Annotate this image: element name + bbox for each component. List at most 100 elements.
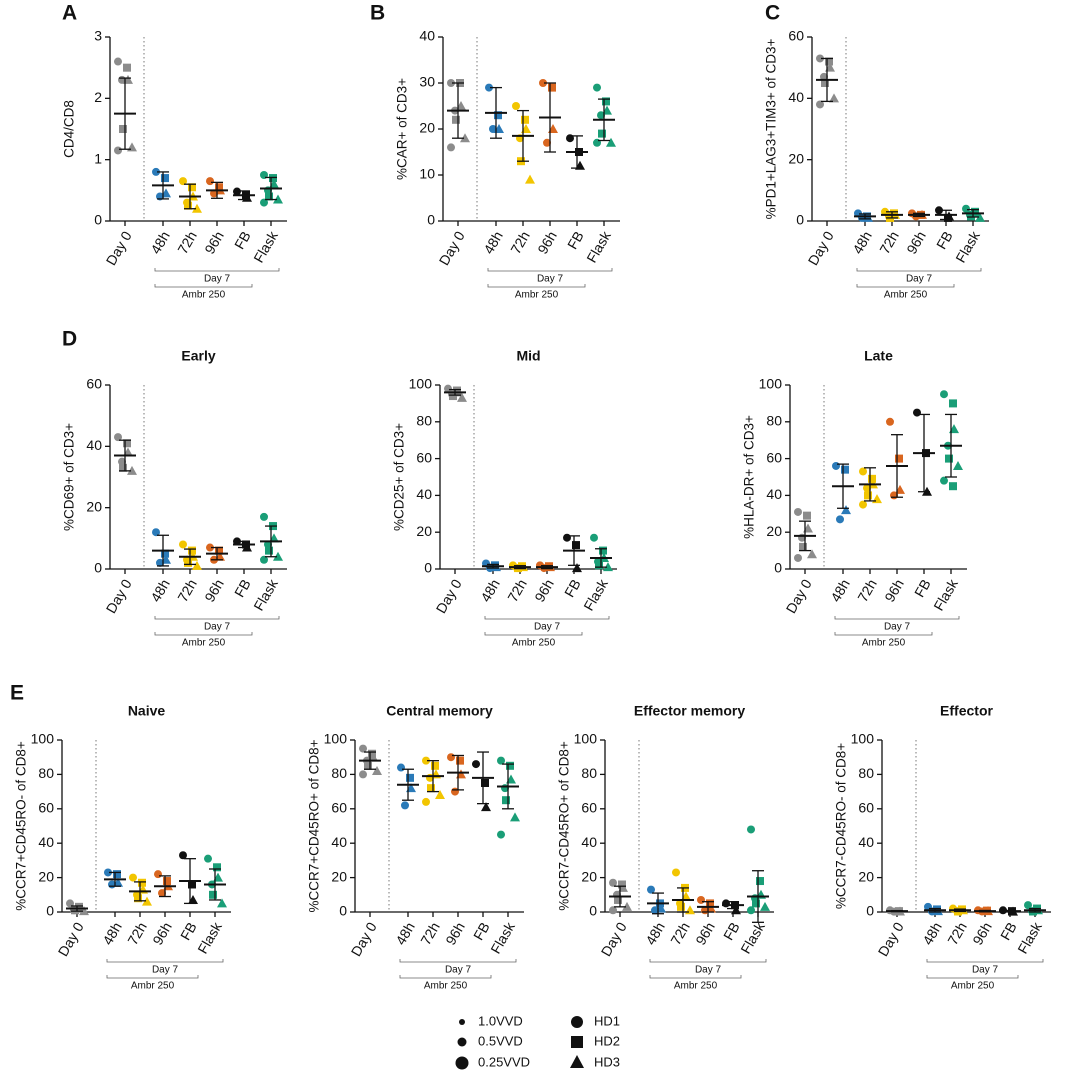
x-tick-label: Flask [583,227,614,265]
data-point [747,825,755,834]
x-tick-label: 48h [642,919,668,947]
data-point [820,72,828,81]
x-tick-label: 96h [442,919,468,947]
y-tick-label: 100 [574,731,598,747]
data-point [359,770,367,779]
data-point [217,898,227,908]
bracket [154,284,253,288]
chart-title: Early [181,348,215,364]
chart-title: Naive [128,703,166,719]
x-tick-label: 48h [392,919,418,947]
data-point [129,873,137,882]
x-tick-label: 72h [124,919,150,947]
legend-size-large [455,1056,469,1070]
chart-title: Mid [516,348,540,364]
x-tick-label: 72h [507,228,533,256]
bracket [926,959,1044,963]
y-tick-label: 40 [858,834,874,850]
x-tick-label: Flask [1014,918,1045,956]
bracket [106,959,224,963]
y-tick-label: 100 [31,731,55,747]
x-tick-label: 72h [944,919,970,947]
chart-title: Effector [940,703,993,719]
data-point [71,906,79,915]
data-point [179,177,187,186]
x-tick-label: 72h [876,228,902,256]
data-point [114,146,122,155]
legend-shape-square [571,1036,583,1048]
data-point [79,906,89,916]
y-tick-label: 80 [416,413,432,429]
data-point [940,476,948,485]
data-point [161,549,169,558]
data-point [152,528,160,537]
data-point [1024,901,1032,910]
x-tick-label: 48h [827,576,853,604]
bracket [484,616,610,620]
x-tick-label: FB [564,228,587,251]
x-tick-label: FB [933,228,956,251]
y-tick-label: 60 [788,28,804,44]
y-axis-label: %CCR7+CD45RO+ of CD8+ [307,739,322,912]
data-point [273,551,283,561]
data-point [864,491,872,500]
y-tick-label: 20 [766,523,782,539]
data-point [188,880,196,889]
y-tick-label: 0 [46,903,54,919]
y-tick-label: 60 [581,800,597,816]
x-tick-label: FB [231,576,254,599]
data-point [449,392,457,401]
bracket [487,268,613,272]
data-point [599,546,607,555]
panel: E Naive %CCR7+CD45RO- of CD8+ 0 20 40 60 80 100 D… [10,682,231,992]
y-axis-label: %CCR7+CD45RO- of CD8+ [14,741,29,911]
x-tick-label: Flask [194,918,225,956]
y-tick-label: 100 [324,731,348,747]
y-axis-label: %CAR+ of CD3+ [395,78,410,180]
y-tick-label: 0 [339,903,347,919]
panel-letter: A [62,2,77,25]
chart-title: Effector memory [634,703,745,719]
data-point [525,174,535,184]
data-point [872,494,882,504]
x-tick-label: 48h [147,576,173,604]
data-point [863,484,871,493]
bracket-label: Day 7 [204,622,231,633]
data-point [868,474,876,483]
x-tick-label: 96h [531,576,557,604]
data-point [114,57,122,66]
data-point [794,553,802,562]
y-tick-label: 60 [38,800,54,816]
x-tick-label: 96h [201,576,227,604]
data-point [372,765,382,775]
x-tick-label: FB [911,576,934,599]
panel: Effector %CCR7-CD45RO- of CD8+ 0 20 40 60 80 10… [834,703,1051,992]
data-point [265,546,273,555]
y-tick-label: 40 [419,28,435,44]
x-tick-label: FB [470,919,493,942]
data-point [265,192,273,201]
x-tick-label: Flask [930,575,961,613]
y-tick-label: 20 [331,868,347,884]
data-point [127,465,137,475]
panel: B %CAR+ of CD3+ 0 10 20 30 40 Day 0 48h 72h 96h FBF… [370,2,620,301]
data-point [618,880,626,889]
y-tick-label: 20 [419,120,435,136]
legend-label: HD2 [594,1033,620,1048]
y-tick-label: 20 [858,868,874,884]
bracket-label: Day 7 [537,274,564,285]
data-point [114,433,122,442]
data-point [841,465,849,474]
data-point [597,111,605,120]
data-point [859,500,867,509]
data-point [752,899,760,908]
data-point [123,63,131,72]
data-point [606,137,616,147]
bracket-label: Day 7 [534,622,561,633]
data-point [444,384,452,393]
y-tick-label: 100 [759,376,783,392]
bracket [399,959,517,963]
data-point [722,899,730,908]
panel-letter: D [62,328,77,351]
